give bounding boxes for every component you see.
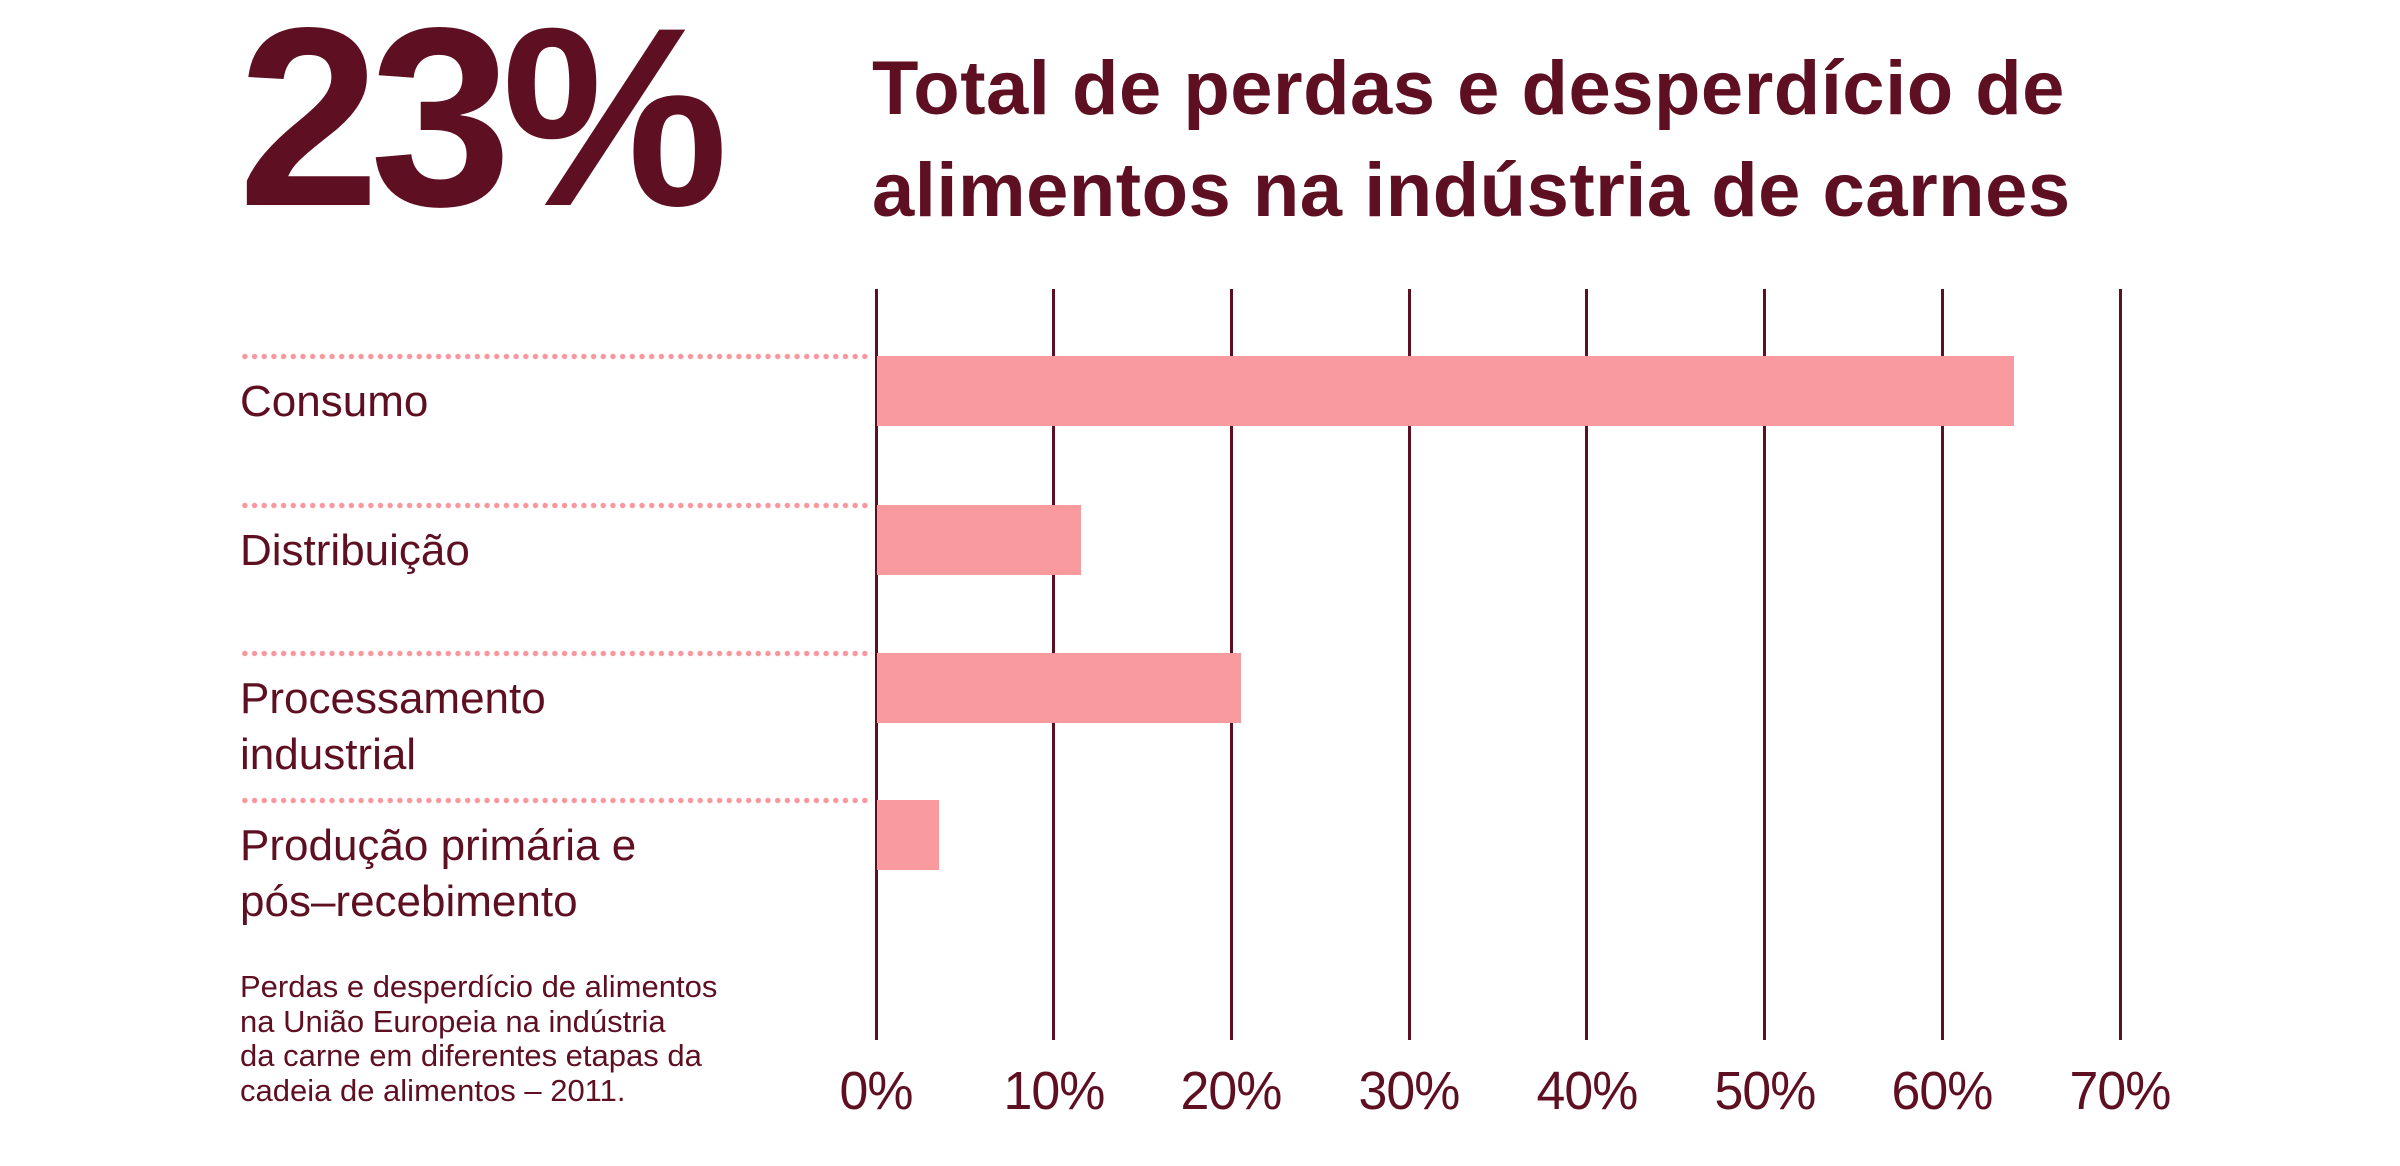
axis-tick-label: 70% — [2069, 1061, 2172, 1121]
category-label-processamento: Processamento industrial — [240, 674, 546, 779]
chart-title: Total de perdas e desperdício de aliment… — [872, 38, 2071, 242]
axis-tick-label: 20% — [1180, 1061, 1283, 1121]
source-footnote: Perdas e desperdício de alimentos na Uni… — [240, 969, 718, 1108]
dotted-leader-line — [240, 352, 872, 360]
bar-distribuicao — [877, 505, 1081, 575]
axis-tick-label: 50% — [1714, 1061, 1816, 1121]
grid-line — [2118, 289, 2122, 1040]
category-label-distribuicao: Distribuição — [240, 526, 470, 575]
grid-line — [1407, 289, 1411, 1040]
bar-producao — [877, 800, 939, 870]
axis-tick-label: 0% — [839, 1061, 913, 1121]
bar-row-consumo: Consumo — [0, 352, 2400, 426]
axis-tick-label: 60% — [1891, 1061, 1994, 1121]
bar-row-processamento: Processamento industrial — [0, 649, 2400, 779]
bar-row-producao: Produção primária e pós–recebimento — [0, 796, 2400, 926]
bar-row-distribuicao: Distribuição — [0, 501, 2400, 575]
category-label-producao: Produção primária e pós–recebimento — [240, 821, 637, 926]
axis-tick-label: 30% — [1358, 1061, 1461, 1121]
grid-line — [1585, 289, 1589, 1040]
grid-line — [874, 289, 878, 1040]
bar-consumo — [877, 356, 2014, 426]
category-label-consumo: Consumo — [240, 377, 429, 426]
dotted-leader-line — [240, 649, 872, 657]
bar-processamento — [877, 653, 1241, 723]
headline-stat: 23% — [238, 0, 728, 260]
dotted-leader-line — [240, 501, 872, 509]
chart-title-line-1: Total de perdas e desperdício de — [872, 46, 2065, 131]
grid-line — [1763, 289, 1767, 1040]
dotted-leader-line — [240, 796, 872, 804]
axis-tick-label: 40% — [1536, 1061, 1638, 1121]
chart-title-line-2: alimentos na indústria de carnes — [872, 148, 2071, 233]
axis-tick-label: 10% — [1003, 1061, 1105, 1121]
grid-line — [1940, 289, 1944, 1040]
